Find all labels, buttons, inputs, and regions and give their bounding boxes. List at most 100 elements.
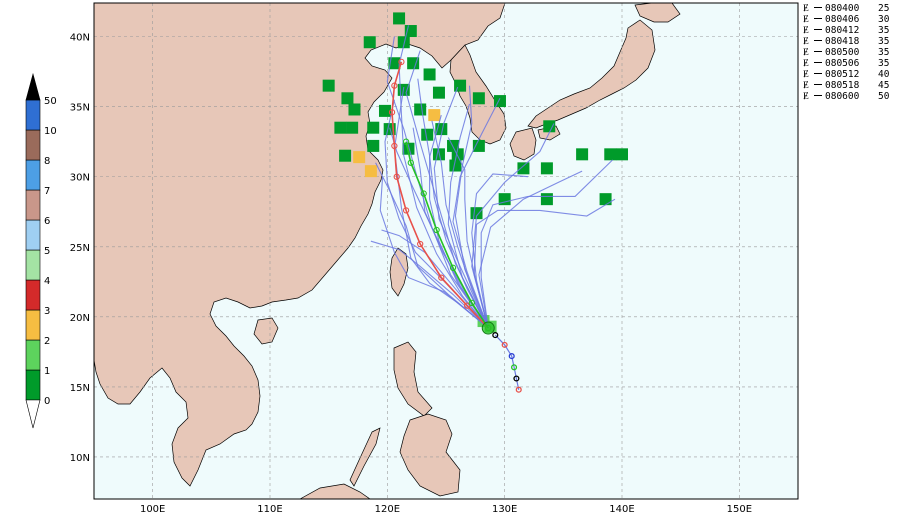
track-point-marker xyxy=(393,173,400,180)
land-luzon xyxy=(393,341,433,417)
legend-value: 35 xyxy=(878,25,889,36)
legend-typhoon-symbol-icon: Ɇ xyxy=(803,14,809,25)
probability-box xyxy=(414,103,427,116)
ensemble-track-line xyxy=(471,173,529,329)
probability-box xyxy=(543,120,556,133)
colorbar-label: 8 xyxy=(44,156,50,167)
track-point-marker xyxy=(449,264,457,271)
probability-box xyxy=(364,165,377,178)
legend-value: 45 xyxy=(878,80,889,91)
track-point-marker xyxy=(438,274,445,281)
probability-box xyxy=(322,79,335,92)
colorbar-segment xyxy=(25,159,41,191)
colorbar-label: 2 xyxy=(44,336,50,347)
probability-box xyxy=(393,12,406,25)
probability-box xyxy=(432,86,445,99)
land-borneo xyxy=(299,483,371,499)
probability-box xyxy=(407,57,420,70)
probability-box xyxy=(423,68,436,81)
legend-value: 30 xyxy=(878,14,890,25)
legend-typhoon-symbol-icon: Ɇ xyxy=(803,69,809,80)
probability-box xyxy=(604,148,617,161)
genesis-cluster-marker xyxy=(481,321,495,335)
land-hokkaido xyxy=(634,3,681,23)
typhoon-symbol-icon xyxy=(513,375,520,382)
probability-box xyxy=(540,162,553,175)
track-point-marker xyxy=(398,58,405,65)
colorbar-top-triangle xyxy=(25,72,41,101)
probability-box xyxy=(599,193,612,206)
forecast-time-legend: Ɇ 080400 25 Ɇ 080406 30 Ɇ 080412 35 Ɇ 080418 35 Ɇ 080… xyxy=(803,3,890,102)
probability-box xyxy=(616,148,628,161)
latitude-tick-label: 15N xyxy=(70,383,90,394)
ensemble-track-line xyxy=(480,159,613,329)
land-taiwan xyxy=(389,247,409,297)
probability-box xyxy=(451,148,464,161)
typhoon-symbol-icon xyxy=(511,364,518,371)
track-point-marker xyxy=(468,299,475,306)
map-frame xyxy=(93,2,799,500)
legend-time: 080406 xyxy=(825,14,860,25)
track-point-marker xyxy=(391,82,398,89)
watermark-text: 六数跨境 xyxy=(38,494,90,509)
colorbar-segment xyxy=(25,249,41,281)
legend-time: 080412 xyxy=(825,25,859,36)
colorbar-label: 5 xyxy=(44,246,50,257)
legend-value: 50 xyxy=(878,91,890,102)
track-point-marker xyxy=(391,142,398,150)
colorbar-label: 1 xyxy=(44,366,50,377)
probability-box xyxy=(346,121,359,134)
probability-box xyxy=(493,95,506,108)
latitude-tick-label: 10N xyxy=(70,453,90,464)
ensemble-track-line xyxy=(433,86,489,329)
colorbar-label: 6 xyxy=(44,216,50,227)
ensemble-track-line xyxy=(454,85,489,329)
track-point-marker xyxy=(420,190,427,197)
probability-box xyxy=(576,148,589,161)
probability-box xyxy=(348,103,361,116)
colorbar-segment xyxy=(25,129,41,161)
legend-typhoon-symbol-icon: Ɇ xyxy=(803,25,809,36)
land-visayas-mindanao xyxy=(399,413,461,497)
latitude-tick-label: 20N xyxy=(70,313,90,324)
legend-value: 40 xyxy=(878,69,890,80)
track-point-marker xyxy=(433,226,440,234)
probability-box xyxy=(353,151,366,164)
probability-box xyxy=(517,162,530,175)
probability-box xyxy=(428,109,441,122)
watermark-logo-icon xyxy=(10,493,24,507)
longitude-tick-label: 120E xyxy=(375,504,400,515)
legend-typhoon-symbol-icon: Ɇ xyxy=(803,47,809,58)
mean-tracks xyxy=(388,58,492,332)
ensemble-track-line xyxy=(405,50,489,329)
latitude-tick-label: 40N xyxy=(70,33,90,44)
watermark: 六数跨境 xyxy=(10,493,90,509)
colorbar-segment xyxy=(25,99,41,131)
ensemble-track-line xyxy=(478,170,583,329)
track-point-marker xyxy=(417,240,424,248)
legend-time: 080400 xyxy=(825,3,860,14)
probability-box xyxy=(388,57,401,70)
probability-box xyxy=(367,139,380,152)
legend-typhoon-symbol-icon: Ɇ xyxy=(803,36,809,47)
ensemble-track-line xyxy=(429,114,489,329)
longitude-tick-label: 130E xyxy=(492,504,517,515)
probability-box xyxy=(397,36,410,49)
typhoon-symbol-icon xyxy=(508,353,515,360)
observed-track xyxy=(481,321,522,393)
mean-track-line xyxy=(391,61,489,329)
track-point-marker xyxy=(463,302,471,309)
colorbar-label: 3 xyxy=(44,306,50,317)
legend-time: 080518 xyxy=(825,80,860,91)
longitude-labels: 100E 110E 120E 130E 140E 150E xyxy=(140,504,752,515)
legend-time: 080500 xyxy=(825,47,860,58)
probability-box xyxy=(472,139,485,152)
colorbar-segment xyxy=(25,219,41,251)
longitude-tick-label: 140E xyxy=(609,504,634,515)
colorbar: 0 1 2 3 4 5 6 7 8 10 50 xyxy=(25,72,57,429)
track-point-marker xyxy=(388,109,396,116)
ensemble-track-line xyxy=(417,78,489,329)
legend-typhoon-symbol-icon: Ɇ xyxy=(803,58,809,69)
colorbar-label: 7 xyxy=(44,186,50,197)
